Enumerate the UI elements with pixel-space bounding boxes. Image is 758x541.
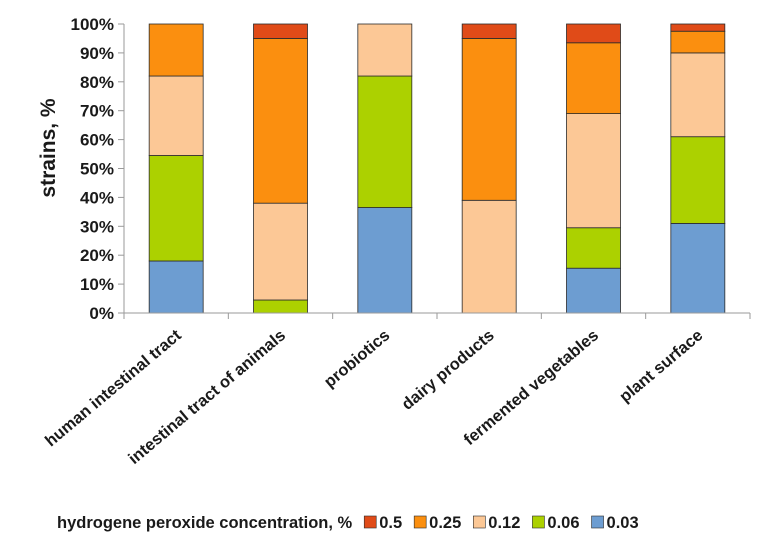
bar-segment-human-intestinal-tract-0-03 [148,260,204,314]
x-tick-label: dairy products [398,326,497,413]
legend-label-0-06: 0.06 [547,514,579,532]
bar-segment-plant-surface-0-03 [670,223,726,314]
legend-title: hydrogene peroxide concentration, % [57,514,353,532]
x-tick-label: probiotics [321,326,394,391]
bar-segment-fermented-vegetables-0-5 [566,23,621,44]
y-tick-label: 20% [80,246,114,265]
y-tick-label: 50% [80,160,114,179]
y-tick-label: 10% [80,275,114,294]
y-tick-label: 70% [80,102,114,121]
y-tick-label: 90% [80,44,114,63]
bar-segment-human-intestinal-tract-0-06 [148,155,204,262]
legend-label-0-12: 0.12 [488,514,520,532]
y-tick-label: 40% [80,188,114,207]
bar-segment-plant-surface-0-06 [670,136,726,224]
bar-segment-intestinal-tract-of-animals-0-06 [253,299,308,314]
bar-segment-intestinal-tract-of-animals-0-12 [253,202,308,301]
bar-segment-dairy-products-0-5 [461,23,517,39]
bar-segment-probiotics-0-12 [357,23,413,77]
legend-swatch-0-03 [591,515,604,529]
legend-swatch-0-12 [472,515,486,529]
bar-segment-plant-surface-0-5 [670,23,726,32]
bar-segment-plant-surface-0-12 [670,52,726,138]
bar-segment-plant-surface-0-25 [670,30,726,54]
y-tick-label: 0% [89,304,114,323]
x-tick-label: plant surface [616,326,706,406]
legend-swatch-0-06 [532,515,545,529]
bar-segment-human-intestinal-tract-0-12 [148,75,204,156]
bar-segment-intestinal-tract-of-animals-0-25 [253,38,308,204]
bar-segment-fermented-vegetables-0-03 [566,267,621,314]
legend-swatch-0-5 [363,515,377,529]
bar-segment-intestinal-tract-of-animals-0-5 [253,23,308,39]
bar-segment-probiotics-0-06 [357,75,413,208]
y-tick-label: 80% [80,73,114,92]
plot-area [148,23,726,314]
legend-label-0-03: 0.03 [607,514,639,532]
bar-segment-dairy-products-0-12 [461,199,517,314]
bar-segment-human-intestinal-tract-0-25 [148,23,204,77]
bar-segment-fermented-vegetables-0-06 [566,227,621,269]
y-axis-label: strains, % [37,98,60,198]
bar-segment-fermented-vegetables-0-12 [566,113,621,229]
bar-segment-fermented-vegetables-0-25 [566,42,621,114]
y-axis: 0% 10% 20% 30% 40% 50% 60% 70% 80% 90% 100% [71,15,125,323]
legend-label-0-5: 0.5 [379,514,402,532]
legend: hydrogene peroxide concentration, % 0.5 0… [57,514,639,532]
y-tick-label: 60% [80,131,114,150]
bar-segment-dairy-products-0-25 [461,38,517,201]
legend-swatch-0-25 [413,515,427,529]
y-tick-label: 100% [71,15,114,34]
legend-label-0-25: 0.25 [429,514,461,532]
bar-segment-probiotics-0-03 [357,207,413,314]
y-tick-label: 30% [80,217,114,236]
